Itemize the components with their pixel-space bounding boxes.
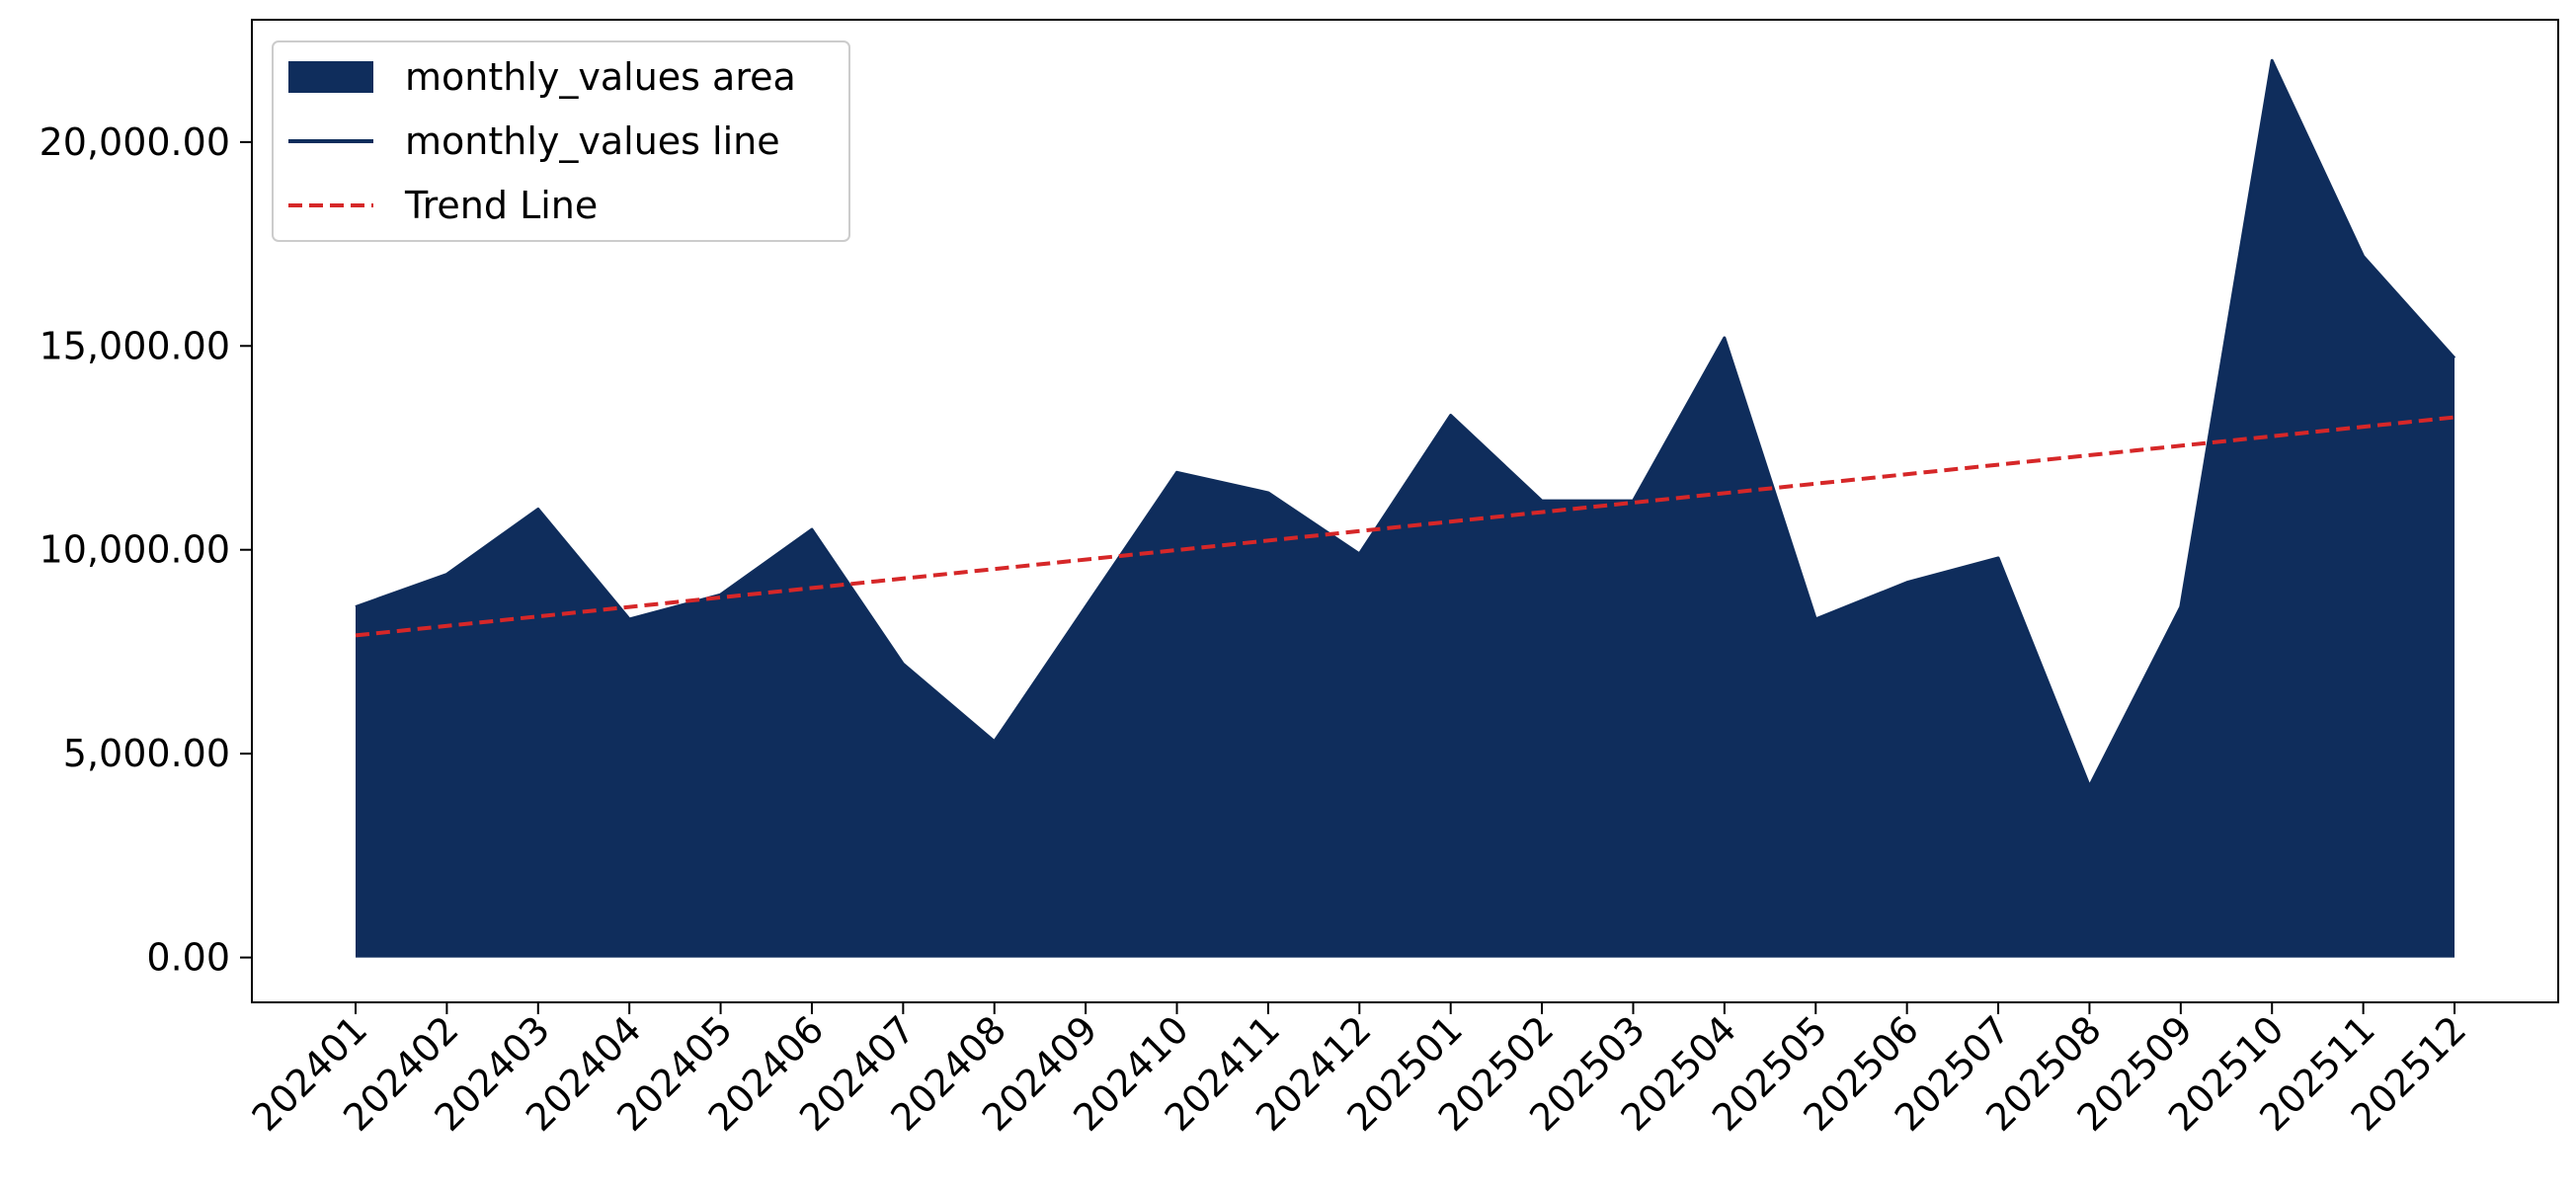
x-axis: 2024012024022024032024042024052024062024… [244, 1002, 2475, 1140]
y-tick-label: 10,000.00 [40, 528, 230, 572]
y-tick-label: 5,000.00 [63, 732, 230, 775]
y-tick-label: 15,000.00 [40, 324, 230, 367]
y-axis: 0.00 5,000.00 10,000.00 15,000.00 20,000.00 [40, 120, 252, 980]
legend: monthly_values area monthly_values line Tr… [273, 41, 849, 241]
legend-label: Trend Line [404, 184, 598, 227]
legend-label: monthly_values area [405, 55, 796, 99]
legend-swatch-area [288, 61, 373, 93]
legend-label: monthly_values line [405, 119, 780, 163]
y-tick-label: 20,000.00 [40, 120, 230, 164]
y-tick-label: 0.00 [146, 936, 230, 980]
